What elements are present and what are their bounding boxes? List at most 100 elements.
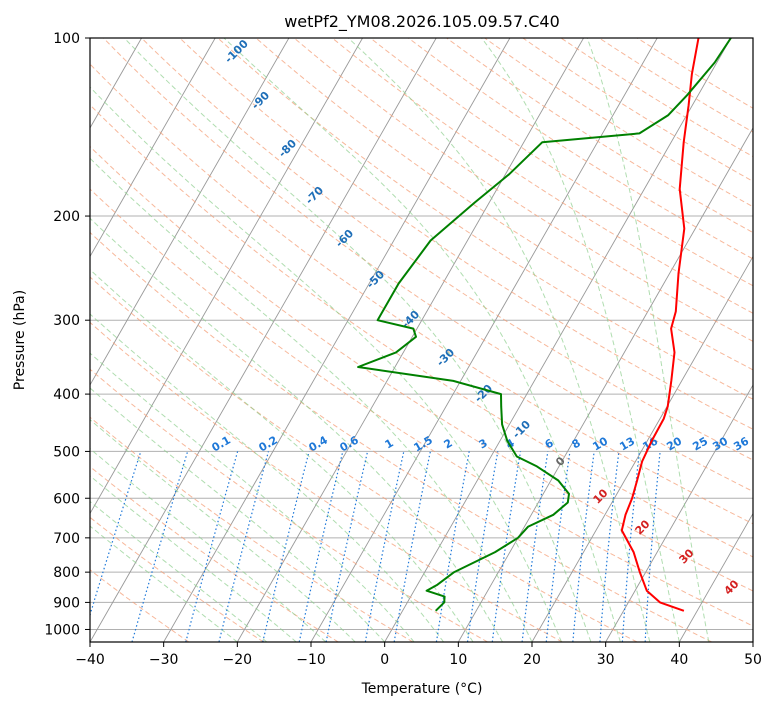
isotherm-line [90,38,216,258]
mixing-ratio-line [545,451,571,642]
moist-adiabat-line [90,352,415,642]
mixing-ratio-line [599,451,620,642]
mixing-ratio-line [393,451,431,642]
moist-adiabat-line [223,38,621,642]
moist-adiabat-line [481,38,680,642]
dry-adiabat-label: -90 [249,89,272,112]
dry-adiabat-line [293,38,753,342]
moist-adiabat-line [347,38,651,642]
dry-adiabat-line [407,38,753,260]
y-tick-label: 200 [53,209,80,225]
plot-area: 0.1 0.2 0.4 0.6 1 1.5 2 3 4 6 8 10 13 16 20 25 30 36-100-… [0,37,753,642]
moist-adiabat-line [90,525,238,642]
dry-adiabat-line [636,38,753,109]
mixing-ratio-line [185,451,239,642]
x-tick-label: 40 [670,652,688,668]
dewpoint-profile-line [357,38,732,612]
dry-adiabat-label: -20 [472,382,495,405]
mixing-ratio-line [262,451,310,642]
axes: −40 −30 −20 −10 0 10 20 30 40 5010020030040050060… [44,31,762,668]
isotherm-line [605,384,753,642]
dry-adiabat-line [90,145,753,592]
isotherm-line [90,38,437,642]
x-tick-label: −40 [75,652,105,668]
dry-adiabat-line [140,38,753,461]
isotherm-line [163,38,511,642]
mixing-ratio-line [572,451,595,642]
chart-title: wetPf2_YM08.2026.105.09.57.C40 [284,12,560,32]
dry-adiabat-line [90,231,712,642]
mixing-ratio-line [325,451,369,642]
dry-adiabat-line [445,38,753,234]
mixing-ratio-line [90,451,142,617]
x-tick-label: 50 [744,652,762,668]
dry-adiabat-label: -30 [434,346,457,369]
mixing-ratio-label: 2 [442,436,455,451]
dry-adiabat-label: -100 [222,37,251,66]
mixing-ratio-line [131,451,189,642]
dry-adiabat-line [483,38,753,208]
dry-adiabat-line [90,516,264,642]
x-tick-label: 10 [449,652,467,668]
moist-adiabat-line [90,475,297,642]
moist-adiabat-label: 10 [591,486,611,506]
dry-adiabat-line [90,465,339,642]
isotherm-line [384,38,732,642]
y-tick-label: 1000 [44,622,80,638]
x-tick-label: −30 [149,652,179,668]
y-axis-label: Pressure (hPa) [12,290,28,390]
mixing-ratio-label: 25 [690,435,710,454]
moist-adiabat-line [123,38,592,642]
dry-adiabat-label: -80 [276,137,299,160]
mixing-ratio-label: 30 [710,434,730,453]
mixing-ratio-line [644,451,661,642]
dry-adiabat-line [90,368,488,642]
dry-adiabat-line [369,38,753,287]
dry-adiabat-label: -10 [510,418,533,441]
isotherm-line [457,127,753,642]
x-tick-label: 30 [597,652,615,668]
mixing-ratio-line [298,451,344,642]
moist-adiabat-line [90,157,533,642]
temperature-profile-line [620,38,700,612]
moist-adiabat-label: 0 [553,454,568,469]
y-tick-label: 600 [53,491,80,507]
moist-adiabat-line [90,217,503,642]
moist-adiabat-label: 40 [722,577,742,597]
mixing-ratio-label: 1 [383,436,396,451]
y-tick-label: 800 [53,565,80,581]
isotherm-line [90,38,290,386]
y-tick-label: 100 [53,31,80,47]
x-axis-label: Temperature (°C) [361,681,483,697]
dry-adiabat-line [90,569,190,642]
dry-adiabat-line [90,416,414,642]
moist-adiabat-line [90,419,356,642]
dry-adiabat-label: -50 [364,268,387,291]
mixing-ratio-label: 8 [570,436,583,451]
mixing-ratio-line [218,451,269,642]
moist-adiabat-line [90,500,268,642]
mixing-ratio-label: 13 [617,435,637,454]
mixing-ratio-label: 3 [477,436,490,451]
mixing-ratio-line [521,451,549,642]
y-tick-label: 900 [53,595,80,611]
isotherm-line [90,38,363,515]
x-tick-label: −20 [223,652,253,668]
dry-adiabat-line [90,104,753,558]
moist-adiabat-line [586,38,710,642]
y-tick-label: 400 [53,387,80,403]
moist-adiabat-line [90,387,386,642]
dry-adiabat-line [521,38,753,182]
isotherm-line [678,512,753,642]
mixing-ratio-label: 20 [664,434,684,453]
y-tick-label: 700 [53,531,80,547]
moist-adiabat-label: 30 [677,546,697,566]
isotherm-line [531,255,753,642]
x-tick-label: 0 [380,652,389,668]
mixing-ratio-label: 10 [590,434,610,453]
plot-frame [89,37,754,643]
isotherm-line [0,38,68,642]
dry-adiabat-line [90,276,638,642]
x-tick-label: 20 [523,652,541,668]
moist-adiabat-label: 20 [633,517,653,537]
